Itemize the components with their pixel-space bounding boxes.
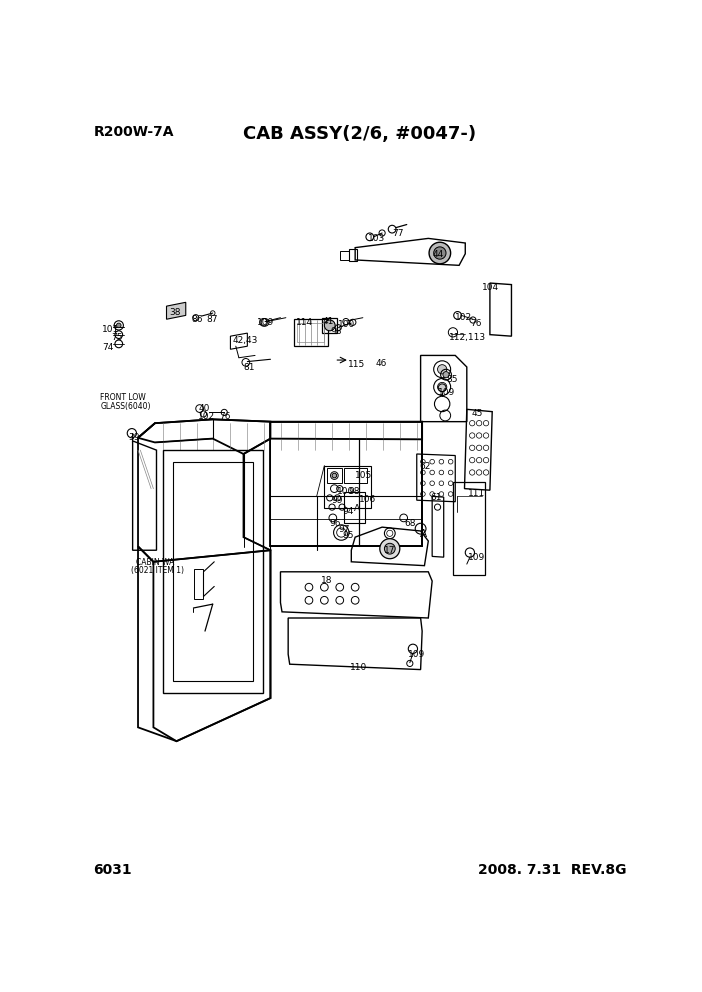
Text: 18: 18 <box>321 575 332 584</box>
Text: 98: 98 <box>348 487 359 496</box>
Text: 75: 75 <box>111 333 123 342</box>
Text: A: A <box>355 504 361 513</box>
Text: 2008. 7.31  REV.8G: 2008. 7.31 REV.8G <box>477 863 626 877</box>
Bar <box>194 569 204 599</box>
Bar <box>324 465 371 508</box>
Polygon shape <box>166 303 186 319</box>
Text: R200W-7A: R200W-7A <box>93 125 174 139</box>
Text: 102: 102 <box>198 413 216 422</box>
Text: 109: 109 <box>438 388 456 397</box>
Text: 109: 109 <box>408 651 425 660</box>
Text: 86: 86 <box>191 315 203 324</box>
Text: 40: 40 <box>198 404 209 413</box>
Text: 96: 96 <box>329 519 340 528</box>
Text: 81: 81 <box>244 363 255 372</box>
Text: 17: 17 <box>384 547 395 556</box>
Text: 6031: 6031 <box>93 863 132 877</box>
Text: 61: 61 <box>430 493 442 502</box>
Text: (6021 ITEM 1): (6021 ITEM 1) <box>131 566 184 575</box>
Text: 115: 115 <box>347 360 365 369</box>
Text: A: A <box>420 530 427 540</box>
Text: 87: 87 <box>206 314 218 323</box>
Text: 38: 38 <box>168 308 180 316</box>
Circle shape <box>117 323 121 327</box>
Text: 76: 76 <box>219 413 230 422</box>
Circle shape <box>429 242 451 264</box>
Text: 109: 109 <box>258 318 274 327</box>
Text: 97: 97 <box>338 525 350 534</box>
Text: 85: 85 <box>446 375 458 384</box>
Circle shape <box>437 382 446 392</box>
Text: 112,113: 112,113 <box>449 333 486 342</box>
Text: FRONT LOW: FRONT LOW <box>100 393 146 402</box>
Bar <box>326 468 342 483</box>
Text: 62: 62 <box>419 462 430 471</box>
Text: CABIN WA: CABIN WA <box>135 558 174 567</box>
Circle shape <box>443 372 449 378</box>
Text: CAB ASSY(2/6, #0047-): CAB ASSY(2/6, #0047-) <box>243 125 477 143</box>
Text: 110: 110 <box>350 664 367 673</box>
Text: 100: 100 <box>337 487 354 496</box>
Text: 104: 104 <box>482 283 499 292</box>
Circle shape <box>434 247 446 259</box>
Bar <box>298 323 324 342</box>
Text: 106: 106 <box>359 495 376 504</box>
Circle shape <box>324 320 335 330</box>
Text: 94: 94 <box>343 507 355 516</box>
Text: 114: 114 <box>296 317 313 326</box>
Text: 100: 100 <box>338 320 355 329</box>
Text: GLASS(6040): GLASS(6040) <box>100 402 151 411</box>
Text: 46: 46 <box>376 359 388 368</box>
Circle shape <box>385 544 395 555</box>
Text: 77: 77 <box>392 229 404 238</box>
Text: 101: 101 <box>102 324 119 333</box>
Text: 44: 44 <box>432 250 444 259</box>
Text: 41: 41 <box>323 316 334 326</box>
Text: 74: 74 <box>102 343 113 352</box>
Text: 102: 102 <box>454 313 472 322</box>
Bar <box>453 482 485 575</box>
Text: 76: 76 <box>470 319 482 328</box>
Text: 111: 111 <box>468 489 486 498</box>
Text: 68: 68 <box>404 519 416 528</box>
Circle shape <box>380 539 400 558</box>
Circle shape <box>332 473 337 478</box>
Bar <box>343 468 366 483</box>
Text: 95: 95 <box>343 531 355 540</box>
Text: 98: 98 <box>331 327 342 336</box>
Text: 109: 109 <box>468 554 486 562</box>
Bar <box>343 492 365 524</box>
Text: 103: 103 <box>369 234 385 243</box>
Text: 105: 105 <box>355 471 372 480</box>
Text: 99: 99 <box>331 496 343 505</box>
Circle shape <box>437 365 446 374</box>
Text: 39: 39 <box>128 434 140 442</box>
Text: 42,43: 42,43 <box>233 336 258 345</box>
Text: 45: 45 <box>472 410 483 419</box>
